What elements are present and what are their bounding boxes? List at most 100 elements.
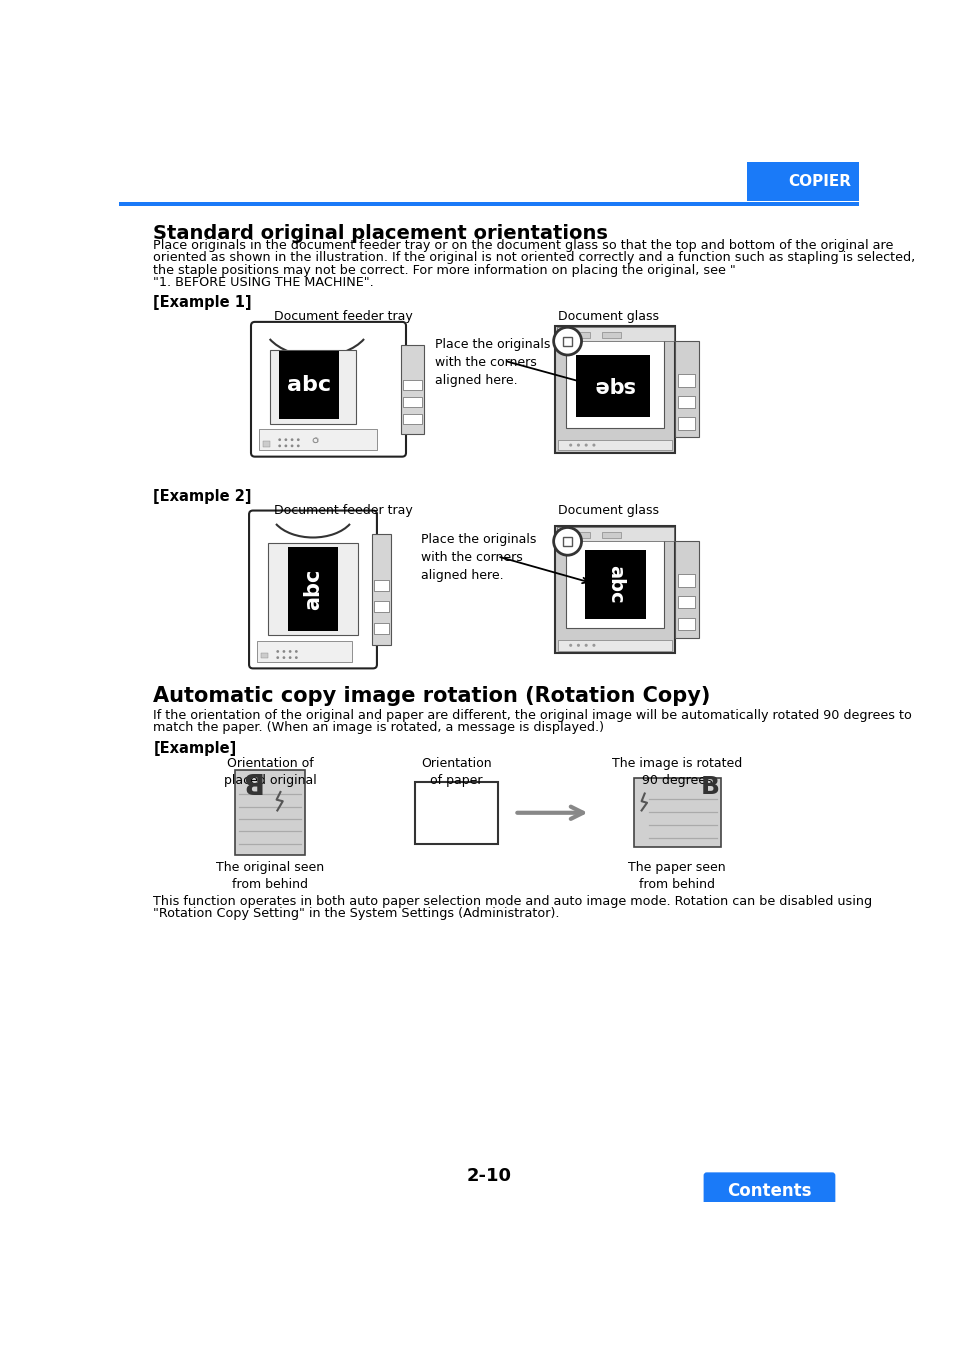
Circle shape [282, 650, 285, 653]
Bar [678, 396, 695, 408]
Circle shape [276, 650, 279, 653]
Circle shape [284, 438, 287, 440]
Text: Orientation of
placed original: Orientation of placed original [224, 757, 316, 786]
Circle shape [289, 657, 292, 659]
Text: This function operates in both auto paper selection mode and auto image mode. Ro: This function operates in both auto pape… [153, 896, 872, 908]
Text: Document glass: Document glass [558, 504, 659, 517]
Text: abc: abc [287, 374, 331, 394]
Circle shape [296, 438, 299, 440]
Text: sqe: sqe [592, 376, 633, 396]
Text: Place the originals
with the corners
aligned here.: Place the originals with the corners ali… [421, 534, 537, 582]
Circle shape [278, 444, 281, 447]
Circle shape [284, 444, 287, 447]
Circle shape [577, 644, 579, 647]
Text: Document glass: Document glass [558, 309, 659, 323]
Bar [278, 351, 339, 419]
Text: Document feeder tray: Document feeder tray [274, 309, 413, 323]
Circle shape [592, 443, 595, 447]
Bar [746, 162, 858, 200]
Text: The image is rotated
90 degrees: The image is rotated 90 degrees [612, 757, 741, 786]
Circle shape [569, 443, 572, 447]
FancyBboxPatch shape [249, 511, 376, 669]
Circle shape [294, 650, 297, 653]
Text: the staple positions may not be correct. For more information on placing the ori: the staple positions may not be correct.… [153, 263, 736, 277]
Bar [415, 782, 497, 843]
Text: [Example 2]: [Example 2] [153, 489, 252, 504]
Text: Automatic copy image rotation (Rotation Copy): Automatic copy image rotation (Rotation … [153, 686, 710, 705]
Bar [576, 355, 649, 417]
Bar [402, 381, 421, 389]
Circle shape [296, 444, 299, 447]
Text: Document feeder tray: Document feeder tray [274, 504, 413, 517]
Bar [260, 653, 268, 658]
Bar [558, 439, 672, 450]
Text: Place originals in the document feeder tray or on the document glass so that the: Place originals in the document feeder t… [153, 239, 893, 253]
Bar [402, 415, 421, 423]
Circle shape [282, 657, 285, 659]
Bar [562, 536, 572, 546]
Text: ○: ○ [312, 438, 318, 443]
Bar [374, 623, 388, 634]
Circle shape [294, 657, 297, 659]
Text: B: B [700, 775, 719, 800]
Text: B: B [238, 766, 260, 793]
Bar [633, 778, 720, 847]
Circle shape [553, 527, 581, 555]
Text: Orientation
of paper: Orientation of paper [420, 757, 491, 786]
Text: abc: abc [605, 565, 624, 604]
Bar [558, 640, 672, 651]
Bar [374, 580, 388, 590]
Circle shape [577, 443, 579, 447]
Text: 2-10: 2-10 [466, 1167, 511, 1185]
Bar [258, 428, 376, 450]
Bar [678, 374, 695, 386]
Bar [119, 203, 858, 205]
Circle shape [276, 657, 279, 659]
Text: Place the originals
with the corners
aligned here.: Place the originals with the corners ali… [435, 338, 550, 386]
Bar [268, 543, 357, 635]
Text: COPIER: COPIER [787, 174, 850, 189]
Bar [270, 350, 355, 423]
Text: "1. BEFORE USING THE MACHINE".: "1. BEFORE USING THE MACHINE". [153, 276, 374, 289]
Circle shape [584, 644, 587, 647]
Text: oriented as shown in the illustration. If the original is not oriented correctly: oriented as shown in the illustration. I… [153, 251, 915, 265]
Circle shape [584, 443, 587, 447]
Bar [288, 547, 337, 631]
Bar [557, 327, 673, 342]
Bar [400, 345, 423, 434]
Text: Standard original placement orientations: Standard original placement orientations [153, 224, 608, 243]
Bar [555, 526, 675, 653]
Bar [402, 397, 421, 407]
Text: "Rotation Copy Setting" in the System Settings (Administrator).: "Rotation Copy Setting" in the System Se… [153, 908, 559, 920]
Bar [675, 542, 698, 638]
Bar [262, 442, 270, 447]
Circle shape [553, 327, 581, 355]
Circle shape [291, 438, 294, 440]
Bar [555, 326, 675, 453]
Text: match the paper. (When an image is rotated, a message is displayed.): match the paper. (When an image is rotat… [153, 721, 603, 734]
FancyBboxPatch shape [703, 1173, 835, 1208]
Text: [Example]: [Example] [153, 742, 236, 757]
Bar [675, 342, 698, 438]
Text: The original seen
from behind: The original seen from behind [216, 861, 324, 890]
Bar [557, 527, 673, 542]
Bar [678, 596, 695, 608]
Bar [235, 770, 305, 855]
Text: The paper seen
from behind: The paper seen from behind [628, 861, 725, 890]
Bar [584, 550, 645, 619]
Bar [570, 532, 590, 538]
Bar [678, 617, 695, 630]
Text: abc: abc [303, 569, 323, 609]
Circle shape [278, 438, 281, 440]
Bar [601, 332, 620, 338]
Text: Contents: Contents [726, 1182, 811, 1200]
Bar [678, 574, 695, 586]
Circle shape [291, 444, 294, 447]
Bar [562, 336, 572, 346]
FancyBboxPatch shape [251, 322, 406, 457]
Circle shape [289, 650, 292, 653]
Bar [374, 601, 388, 612]
Bar [371, 534, 391, 646]
Bar [601, 532, 620, 538]
Bar [565, 339, 664, 428]
